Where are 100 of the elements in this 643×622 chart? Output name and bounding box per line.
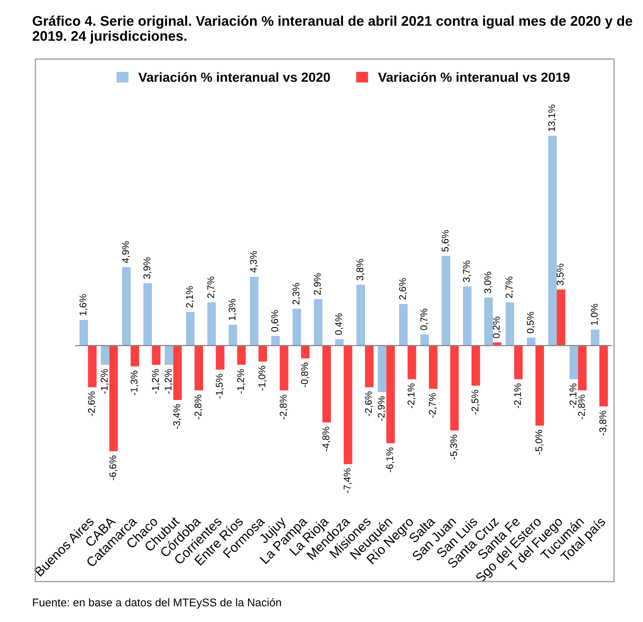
data-label: -1,5% bbox=[216, 374, 224, 399]
bar bbox=[364, 346, 374, 388]
chart-title: Gráfico 4. Serie original. Variación % interanual de abril 2021 contra igual mes de 2020 y de 2019. 24 jurisdicciones. bbox=[32, 16, 632, 44]
data-label: -3,8% bbox=[599, 410, 608, 436]
data-label: 2,1% bbox=[186, 286, 194, 308]
bar bbox=[386, 346, 395, 444]
bar bbox=[472, 346, 480, 386]
data-label: 5,6% bbox=[442, 230, 450, 252]
bar bbox=[271, 336, 280, 346]
bar bbox=[88, 346, 97, 388]
bar bbox=[322, 346, 331, 422]
data-label: -2,6% bbox=[88, 392, 96, 416]
data-label: -2,8% bbox=[194, 394, 203, 420]
data-label: 0,4% bbox=[335, 313, 344, 335]
bar bbox=[344, 346, 352, 464]
data-label: 3,7% bbox=[462, 260, 472, 282]
bar bbox=[399, 304, 408, 346]
bar bbox=[450, 346, 459, 430]
data-label: -0,8% bbox=[301, 362, 310, 388]
bar bbox=[152, 346, 160, 365]
data-label: -3,4% bbox=[173, 404, 182, 429]
bar bbox=[186, 312, 195, 346]
legend-label: Variación % interanual vs 2020 bbox=[138, 72, 330, 82]
bar bbox=[570, 346, 578, 380]
data-label: -2,9% bbox=[378, 396, 386, 421]
bar bbox=[462, 286, 472, 346]
data-label: -1,2% bbox=[100, 369, 109, 394]
data-label: 3,9% bbox=[143, 257, 152, 279]
data-label: 3,0% bbox=[484, 272, 492, 294]
bar bbox=[556, 290, 566, 346]
data-label: 0,5% bbox=[526, 312, 535, 334]
bar bbox=[506, 302, 514, 346]
bar bbox=[250, 276, 258, 346]
bar bbox=[442, 256, 450, 346]
bar bbox=[122, 267, 131, 346]
data-label: -2,6% bbox=[364, 392, 374, 416]
data-label: 1,0% bbox=[590, 304, 599, 325]
data-label: -1,2% bbox=[237, 369, 246, 394]
bar bbox=[216, 346, 224, 370]
data-label: -2,1% bbox=[408, 383, 416, 408]
data-label: -5,3% bbox=[450, 434, 458, 460]
data-label: -6,1% bbox=[386, 448, 394, 472]
bar bbox=[484, 298, 493, 346]
bar bbox=[173, 346, 182, 400]
bar bbox=[420, 334, 429, 346]
bar bbox=[314, 299, 322, 346]
bar bbox=[237, 346, 246, 365]
bar bbox=[109, 346, 118, 452]
data-label: 2,7% bbox=[506, 276, 514, 298]
bar bbox=[164, 346, 174, 365]
bar bbox=[535, 346, 544, 426]
data-label: -5,0% bbox=[535, 430, 544, 455]
bar bbox=[207, 302, 216, 346]
bar bbox=[378, 346, 386, 392]
bar bbox=[548, 136, 557, 346]
data-label: 0,7% bbox=[420, 308, 428, 330]
data-label: 0,6% bbox=[271, 310, 280, 332]
bar bbox=[356, 284, 365, 346]
bar bbox=[301, 346, 310, 358]
bar bbox=[143, 283, 152, 346]
data-label: 1,6% bbox=[79, 294, 88, 316]
bar bbox=[514, 346, 523, 380]
bar bbox=[100, 346, 110, 365]
data-label: -2,5% bbox=[472, 390, 480, 415]
bar bbox=[408, 346, 416, 380]
data-label: -2,1% bbox=[514, 383, 522, 408]
bar bbox=[590, 330, 600, 346]
legend-label: Variación % interanual vs 2019 bbox=[378, 72, 570, 82]
data-label: 2,6% bbox=[399, 278, 408, 300]
data-label: -1,2% bbox=[152, 369, 160, 394]
bar bbox=[526, 338, 536, 346]
data-label: 3,8% bbox=[356, 258, 364, 280]
data-label: -6,6% bbox=[109, 456, 118, 480]
bar bbox=[194, 346, 204, 390]
data-label: 2,9% bbox=[314, 273, 322, 295]
data-label: -1,0% bbox=[258, 366, 266, 390]
data-label: -4,8% bbox=[322, 426, 330, 452]
bar bbox=[292, 308, 302, 346]
bar bbox=[130, 346, 140, 366]
data-label: -1,3% bbox=[130, 370, 139, 396]
bar bbox=[258, 346, 267, 362]
data-label: 4,3% bbox=[250, 250, 258, 273]
data-label: -2,8% bbox=[578, 394, 586, 420]
bar bbox=[428, 346, 438, 389]
data-label: -2,1% bbox=[570, 383, 578, 408]
data-label: 4,9% bbox=[122, 241, 130, 263]
data-label: -7,4% bbox=[344, 468, 352, 493]
data-label: 1,3% bbox=[228, 299, 237, 320]
data-label: -2,7% bbox=[428, 393, 437, 418]
bar bbox=[280, 346, 288, 390]
source-note: Fuente: en base a datos del MTEySS de la Nación bbox=[33, 598, 281, 609]
data-label: -1,2% bbox=[164, 369, 173, 394]
bar bbox=[578, 346, 587, 390]
bar bbox=[228, 324, 238, 346]
data-label: 2,7% bbox=[207, 276, 216, 298]
bar bbox=[79, 320, 88, 346]
bar bbox=[599, 346, 608, 406]
bar bbox=[335, 339, 344, 346]
data-label: 13,1% bbox=[548, 104, 556, 132]
data-label: 2,3% bbox=[292, 282, 301, 304]
